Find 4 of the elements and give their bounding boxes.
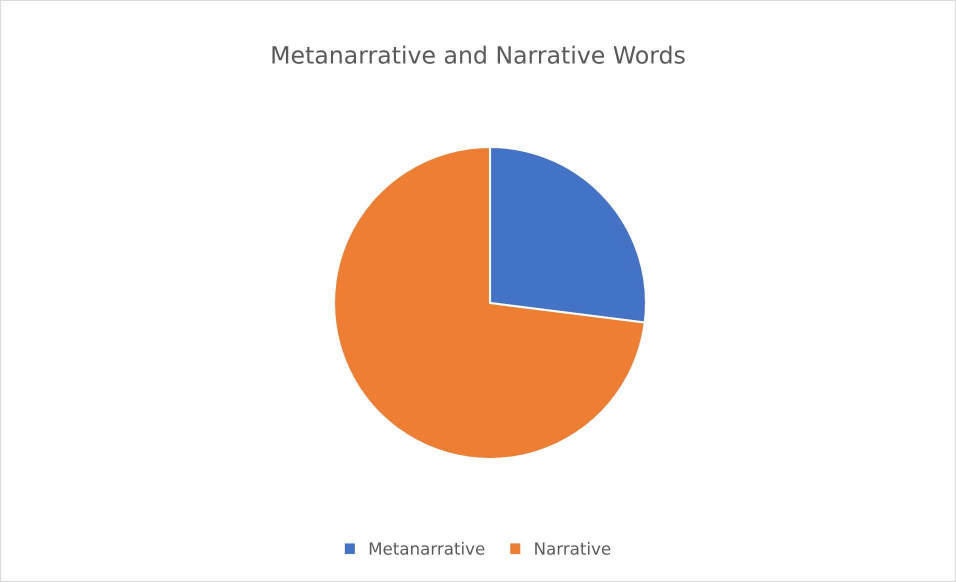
legend-label: Narrative [535, 542, 610, 555]
pie-slice [332, 146, 646, 460]
legend-label: Metanarrative [370, 542, 484, 555]
chart-title: Metanarrative and Narrative Words [272, 46, 685, 64]
